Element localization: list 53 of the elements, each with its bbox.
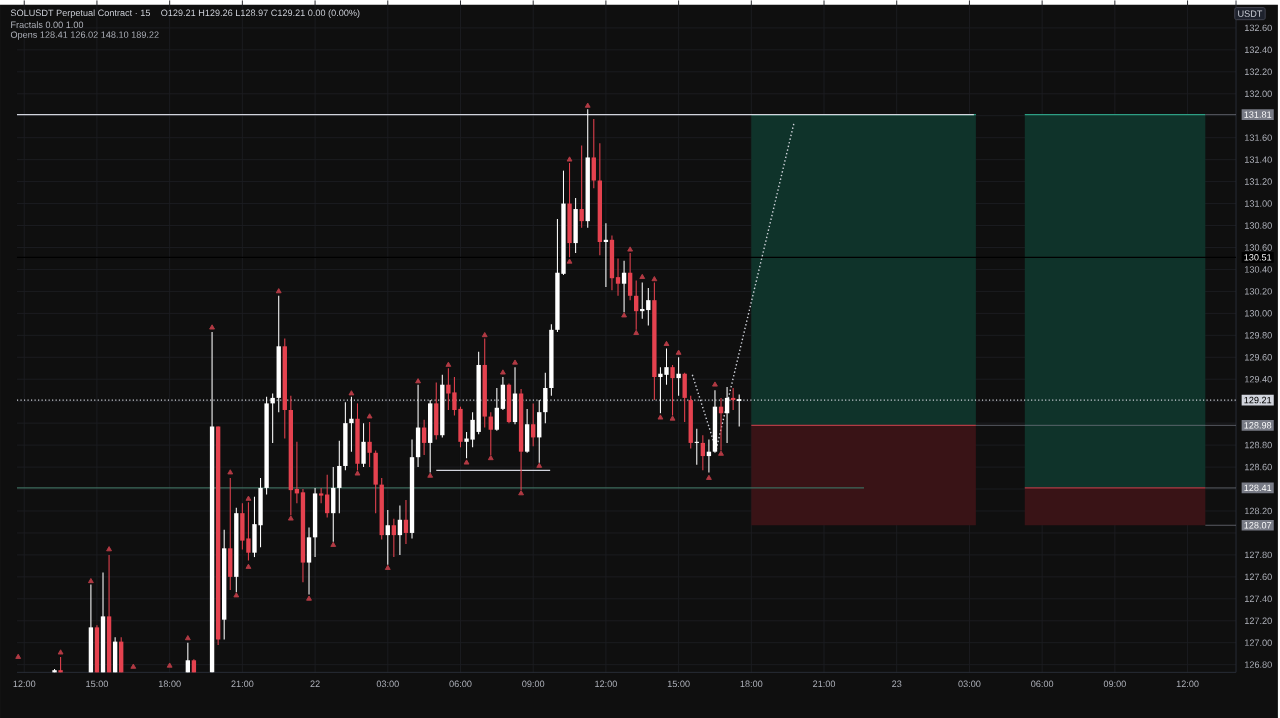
annotation: 128.98	[1244, 421, 1272, 429]
annotation: Fractals 0.00 1.00	[11, 21, 84, 28]
y-tick-label: 131.60	[1244, 134, 1272, 141]
y-tick-label: 127.80	[1244, 551, 1272, 558]
y-tick-label: 128.80	[1244, 441, 1272, 449]
text: O129.21 H129.26 L128.97 C129.21 0.00 (0.00%)	[161, 9, 360, 18]
y-tick-label: 128.20	[1244, 507, 1272, 514]
y-tick-label: 130.60	[1244, 244, 1272, 251]
x-tick-label: 09:00	[522, 680, 545, 687]
y-tick-label: 130.20	[1244, 287, 1272, 295]
y-tick-label: 127.40	[1244, 595, 1272, 602]
y-tick-label: 130.40	[1244, 265, 1272, 273]
annotation: 131.81	[1244, 111, 1272, 118]
y-tick-label: 129.60	[1244, 353, 1272, 361]
y-tick-label: 127.60	[1244, 573, 1272, 580]
x-tick-label: 15:00	[86, 680, 109, 687]
x-tick-label: 23	[892, 680, 902, 687]
y-tick-label: 131.40	[1244, 156, 1272, 163]
y-tick-label: 129.40	[1244, 375, 1272, 383]
x-tick-label: 22	[310, 680, 320, 687]
x-tick-label: 12:00	[1176, 680, 1199, 687]
ref-line-label: 129.21	[1244, 396, 1272, 404]
x-tick-label: 18:00	[158, 680, 181, 687]
annotation: Opens 128.41 126.02 148.10 189.22	[10, 31, 159, 40]
y-tick-label: 132.60	[1244, 24, 1272, 31]
x-tick-label: 12:00	[13, 680, 36, 687]
y-tick-label: 132.20	[1244, 68, 1272, 75]
x-tick-label: 21:00	[813, 680, 836, 687]
annotation: 128.07	[1244, 521, 1272, 529]
x-tick-label: 18:00	[740, 680, 763, 687]
y-tick-label: 132.00	[1244, 90, 1272, 97]
y-tick-label: 130.80	[1244, 222, 1272, 229]
y-axis-title: USDT	[1238, 10, 1263, 17]
x-tick-label: 21:00	[231, 680, 254, 687]
x-tick-label: 03:00	[958, 680, 981, 687]
y-tick-label: 129.80	[1244, 331, 1272, 339]
ref-line-label: 130.51	[1244, 253, 1272, 261]
y-tick-label: 126.80	[1244, 661, 1272, 668]
text: SOLUSDT Perpetual Contract · 15	[10, 9, 151, 18]
y-tick-label: 130.00	[1244, 309, 1272, 317]
annotation: 128.41	[1244, 484, 1272, 491]
y-tick-label: 131.20	[1244, 178, 1272, 185]
y-tick-label: 131.00	[1244, 200, 1272, 207]
x-tick-label: 06:00	[1031, 680, 1054, 687]
x-tick-label: 03:00	[376, 680, 399, 687]
y-tick-label: 128.60	[1244, 463, 1272, 471]
y-tick-label: 127.20	[1244, 617, 1272, 624]
y-tick-label: 127.00	[1244, 639, 1272, 646]
x-tick-label: 12:00	[595, 680, 617, 687]
x-tick-label: 15:00	[667, 680, 690, 687]
y-tick-label: 132.40	[1244, 46, 1272, 53]
x-tick-label: 06:00	[449, 680, 472, 687]
x-tick-label: 09:00	[1103, 680, 1126, 687]
